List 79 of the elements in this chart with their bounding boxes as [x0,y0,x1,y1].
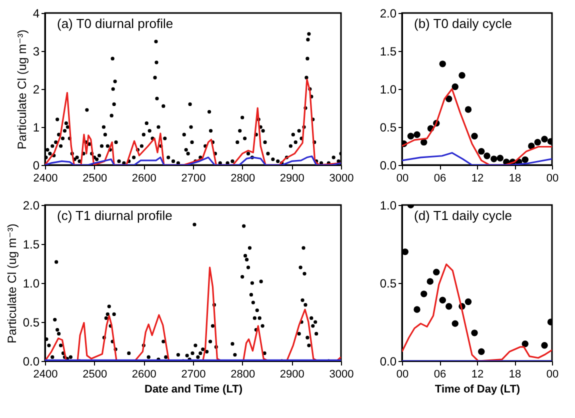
point [490,156,498,162]
y-tick-label: 0.5 [380,276,397,290]
point [471,132,478,140]
x-tick-label: 2600 [132,172,156,184]
point [446,96,452,102]
point [407,132,414,140]
y-tick-label: 0.0 [380,354,397,368]
x-tick-label: 2600 [132,368,156,380]
y-tick-label: 0.5 [380,120,397,134]
y-tick-label: 0.0 [22,354,40,368]
y-tick-label: 4 [32,6,40,20]
x-tick-label: 00 [396,368,409,380]
chart-title: (a) T0 diurnal profile [57,16,174,31]
point [541,136,548,143]
point [452,83,458,90]
x-tick-label: 00 [546,368,559,380]
y-tick-label: 1 [32,120,40,134]
point [439,296,446,304]
point [433,268,440,276]
chart-title: (b) T0 daily cycle [414,16,512,31]
point [464,106,472,113]
x-tick-label: 12 [471,368,484,380]
point [452,320,458,327]
point [439,60,446,68]
point [522,340,528,348]
point [414,131,420,138]
y-tick-label: 1.0 [380,82,397,96]
y-tick-label: 1.0 [380,198,397,212]
x-tick-label: 06 [434,172,446,184]
y-tick-label: 2 [32,82,40,96]
y-tick-label: 0.5 [22,316,40,330]
point [484,152,490,160]
x-axis-title: Time of Day (LT) [434,384,520,396]
x-tick-label: 12 [471,172,484,184]
chart-title: (d) T1 daily cycle [414,208,512,223]
y-tick-label: 3 [32,44,40,58]
x-tick-label: 2400 [33,172,58,184]
chart-title: (c) T1 diurnal profile [57,208,172,223]
point [496,154,504,162]
x-axis-title: Date and Time (LT) [144,384,243,396]
point [402,248,408,256]
x-tick-label: 2500 [82,368,108,380]
x-tick-label: 18 [508,368,522,380]
x-tick-label: 2500 [82,172,108,184]
point [414,306,420,313]
x-tick-label: 00 [396,172,409,184]
y-tick-label: 0 [32,158,40,172]
x-tick-label: 2800 [230,368,256,380]
point [426,278,434,285]
x-tick-label: 3000 [329,368,354,380]
point [464,298,472,306]
point [478,148,485,155]
y-tick-label: 1.5 [380,44,397,58]
x-tick-label: 00 [546,172,559,184]
point [446,303,452,310]
point [420,138,428,146]
x-tick-label: 2400 [33,368,58,380]
y-axis-title: Particulate Cl (ug m⁻³) [4,224,19,344]
y-axis-title: Particulate Cl (ug m⁻³) [14,30,29,150]
x-tick-label: 3000 [329,172,354,184]
point [522,156,528,164]
x-tick-label: 2900 [280,368,304,380]
x-tick-label: 2900 [280,172,304,184]
y-tick-label: 0.0 [380,158,397,172]
x-tick-label: 2800 [230,172,256,184]
x-tick-label: 2700 [181,172,206,184]
y-tick-label: 1.5 [22,238,40,252]
x-tick-label: 2700 [181,368,206,380]
y-tick-label: 2.0 [22,198,40,212]
point [458,72,466,79]
x-tick-label: 06 [434,368,446,380]
point [478,348,485,355]
point [420,290,428,298]
y-tick-label: 1.0 [22,276,40,290]
point [471,330,478,336]
point [534,138,541,146]
y-tick-label: 2.0 [380,6,397,20]
point [541,342,548,349]
x-tick-label: 18 [508,172,522,184]
